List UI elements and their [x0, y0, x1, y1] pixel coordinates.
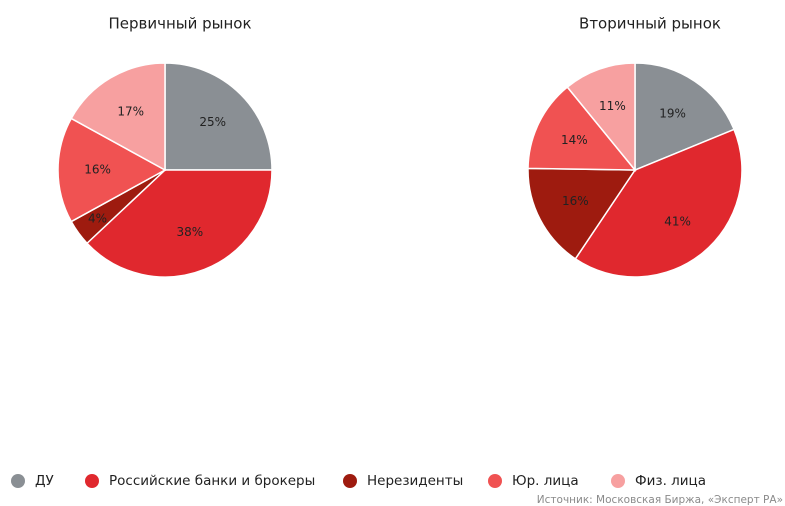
pie-slice — [85, 169, 273, 278]
legend-label: Физ. лица — [635, 473, 706, 489]
pie-slice — [566, 62, 636, 173]
legend-marker — [343, 474, 357, 488]
value-label: 19% — [659, 107, 686, 121]
value-label: 25% — [199, 115, 226, 129]
value-label: 41% — [664, 215, 691, 229]
pie-slice — [57, 117, 167, 223]
value-label: 38% — [176, 225, 203, 239]
chart-title: Первичный рынок — [108, 15, 251, 33]
legend-label: ДУ — [35, 473, 54, 489]
value-label: 16% — [562, 194, 589, 208]
pie-slice — [527, 167, 637, 260]
value-label: 16% — [84, 163, 111, 177]
pie-slice — [164, 62, 273, 171]
legend-marker — [488, 474, 502, 488]
legend-label: Юр. лица — [512, 473, 579, 489]
legend-marker — [85, 474, 99, 488]
legend-marker — [11, 474, 25, 488]
legend-label: Российские банки и брокеры — [109, 473, 315, 489]
pie-slice — [634, 62, 735, 172]
source: Источник: Московская Биржа, «Эксперт РА» — [537, 494, 783, 506]
value-label: 11% — [599, 99, 626, 113]
legend-marker — [611, 474, 625, 488]
pie-slice — [574, 128, 743, 278]
pie-slice — [70, 62, 166, 172]
value-label: 17% — [117, 104, 144, 118]
pie-slice — [527, 86, 637, 171]
value-label: 14% — [561, 133, 588, 147]
value-label: 4% — [88, 212, 107, 226]
legend-label: Нерезиденты — [367, 473, 463, 489]
chart-title: Вторичный рынок — [579, 15, 721, 33]
